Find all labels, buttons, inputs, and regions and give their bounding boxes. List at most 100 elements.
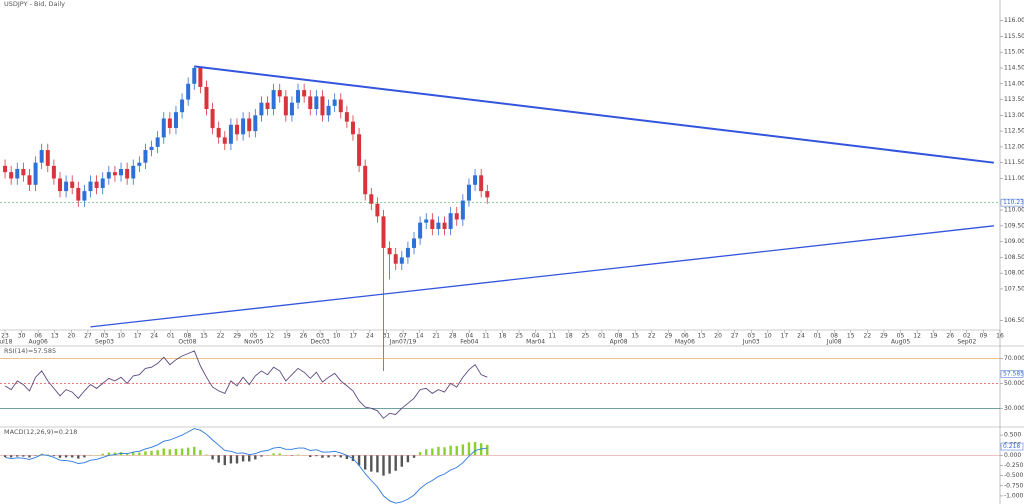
candle-body — [180, 99, 185, 113]
date-tick-label: 18 — [499, 333, 507, 340]
macd-bar — [473, 441, 477, 456]
candle-body — [485, 191, 490, 198]
month-label: Aug06 — [28, 339, 48, 346]
candle-body — [332, 99, 337, 106]
y-tick-label: 113.000 — [1004, 112, 1024, 119]
macd-bar — [449, 445, 452, 456]
date-tick-label: 07 — [399, 333, 407, 340]
month-label: Jul18 — [0, 339, 13, 346]
y-tick-label: 112.500 — [1004, 128, 1024, 135]
month-label: Oct08 — [178, 339, 196, 346]
candle-body — [27, 175, 32, 185]
macd-bar — [315, 455, 318, 457]
macd-bar — [211, 455, 214, 460]
macd-bar — [431, 448, 434, 456]
macd-bar — [138, 452, 141, 456]
candle-body — [302, 90, 307, 97]
month-label: Aug05 — [891, 339, 911, 346]
candle-body — [247, 118, 252, 132]
macd-bar — [229, 455, 233, 464]
date-tick-label: 13 — [698, 333, 706, 340]
macd-bar — [132, 452, 135, 456]
macd-bar — [376, 455, 379, 473]
y-tick-label: 30.000 — [1004, 405, 1024, 412]
month-label: Dec03 — [310, 339, 329, 346]
date-tick-label: 01 — [598, 333, 606, 340]
date-tick-label: 12 — [913, 333, 921, 340]
candle-body — [3, 165, 8, 173]
date-tick-label: 24 — [150, 333, 158, 340]
candle-body — [369, 194, 374, 204]
date-tick-label: 24 — [366, 333, 374, 340]
macd-bar — [363, 455, 367, 470]
macd-bar — [144, 451, 147, 456]
rsi-title: RSI(14)=57.585 — [4, 347, 56, 355]
y-tick-label: -1.000 — [1004, 492, 1024, 499]
macd-bar — [321, 455, 324, 458]
date-tick-label: 09 — [980, 333, 988, 340]
candle-body — [448, 213, 453, 229]
candle-body — [393, 254, 398, 264]
candle-body — [216, 127, 221, 138]
y-tick-label: 0.000 — [1004, 452, 1021, 459]
macd-bar — [327, 455, 330, 458]
macd-bar — [400, 455, 404, 467]
month-label: Jul08 — [826, 339, 842, 346]
y-tick-label: 109.500 — [1004, 222, 1024, 229]
candle-body — [210, 109, 215, 128]
candle-body — [64, 181, 69, 192]
macd-bar — [28, 455, 31, 458]
macd-bar — [52, 455, 56, 457]
macd-bar — [77, 455, 80, 459]
y-tick-label: 112.000 — [1004, 143, 1024, 150]
date-tick-label: 27 — [731, 333, 739, 340]
price-tag-label: 110.235 — [1003, 199, 1024, 206]
date-tick-label: 01 — [167, 333, 175, 340]
y-tick-label: 115.000 — [1004, 49, 1024, 56]
macd-bar — [83, 455, 86, 458]
macd-bar — [199, 450, 202, 456]
macd-bar — [357, 455, 361, 466]
price-tag — [1000, 198, 1024, 207]
date-tick-label: 17 — [349, 333, 357, 340]
candle-body — [88, 181, 93, 192]
macd-bar — [412, 455, 416, 458]
candle-body — [289, 102, 294, 116]
candle-body — [241, 118, 246, 135]
month-label: Sep02 — [957, 339, 976, 346]
y-tick-label: 107.500 — [1004, 285, 1024, 292]
candle-body — [149, 146, 154, 151]
candle-body — [9, 172, 14, 179]
macd-bar — [278, 453, 281, 456]
date-tick-label: 11 — [482, 333, 490, 340]
date-tick-label: 29 — [880, 333, 888, 340]
date-tick-label: 10 — [333, 333, 341, 340]
date-tick-label: 08 — [615, 333, 623, 340]
macd-bar — [180, 448, 184, 456]
date-tick-label: 19 — [283, 333, 291, 340]
candle-body — [399, 257, 404, 264]
candle-body — [167, 118, 172, 128]
date-tick-label: 05 — [897, 333, 905, 340]
candle-body — [344, 112, 349, 122]
month-label: Sep03 — [95, 339, 114, 346]
date-tick-label: 16 — [996, 333, 1004, 340]
date-tick-label: 20 — [714, 333, 722, 340]
macd-bar — [3, 455, 7, 457]
candle-body — [33, 162, 38, 185]
candle-body — [39, 150, 44, 163]
candle-body — [235, 124, 240, 135]
candle-body — [198, 67, 203, 87]
candle-body — [277, 90, 282, 97]
candle-body — [161, 118, 166, 138]
candle-body — [283, 96, 288, 116]
candle-body — [51, 165, 56, 179]
candle-body — [94, 181, 99, 188]
macd-bar — [101, 453, 104, 456]
macd-bar — [461, 444, 465, 456]
macd-bar — [162, 448, 165, 456]
candle-body — [204, 86, 209, 110]
macd-bar — [370, 455, 373, 472]
